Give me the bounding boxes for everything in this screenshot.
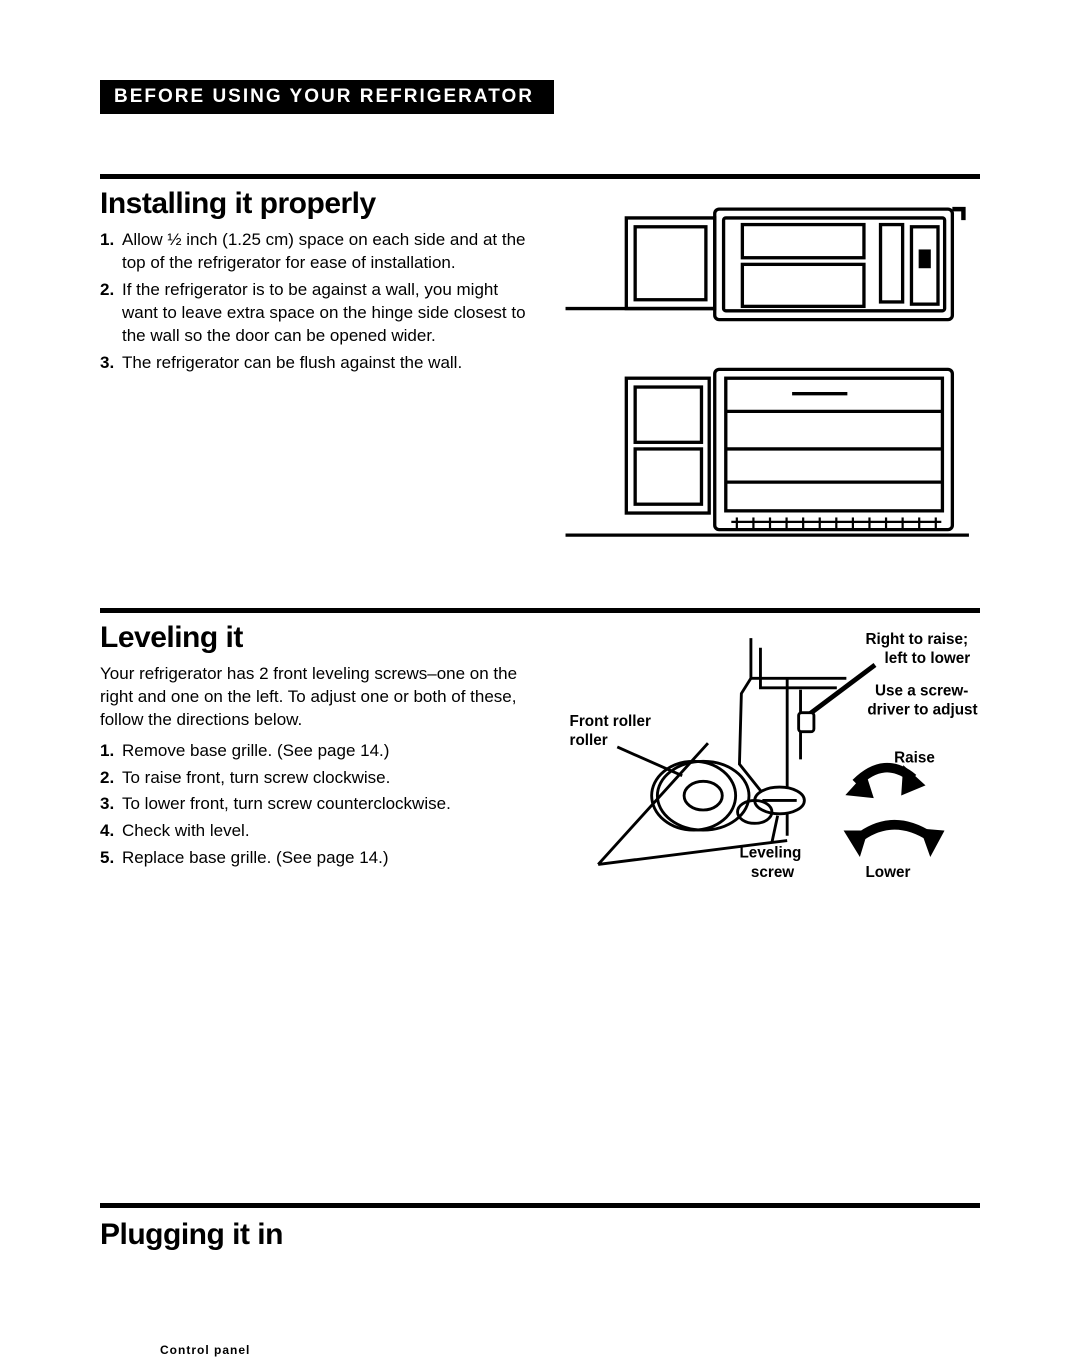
leveling-list: Remove base grille. (See page 14.) To ra…	[100, 740, 530, 871]
leveling-screw-icon: Right to raise; left to lower Use a scre…	[560, 621, 980, 898]
list-item: Check with level.	[100, 820, 530, 843]
svg-text:Right to raise;: Right to raise;	[865, 631, 968, 648]
svg-text:Leveling: Leveling	[739, 845, 801, 862]
list-item: Remove base grille. (See page 14.)	[100, 740, 530, 763]
svg-text:screw: screw	[751, 864, 794, 881]
plugging-title: Plugging it in	[100, 1218, 980, 1252]
refrigerator-top-view-icon	[560, 187, 980, 563]
svg-text:Lower: Lower	[865, 864, 910, 881]
section-banner: BEFORE USING YOUR REFRIGERATOR	[100, 80, 554, 114]
leveling-intro: Your refrigerator has 2 front leveling s…	[100, 663, 530, 732]
installing-title: Installing it properly	[100, 187, 530, 221]
list-item: If the refrigerator is to be against a w…	[100, 279, 530, 348]
svg-text:roller: roller	[570, 732, 608, 749]
leveling-title: Leveling it	[100, 621, 530, 655]
svg-text:Raise: Raise	[894, 749, 935, 766]
installing-text-column: Installing it properly Allow ½ inch (1.2…	[100, 187, 530, 568]
list-item: The refrigerator can be flush against th…	[100, 352, 530, 375]
list-item: To lower front, turn screw counterclockw…	[100, 793, 530, 816]
plugging-section: Plugging it in	[100, 1203, 980, 1252]
svg-text:left to lower: left to lower	[885, 650, 971, 667]
svg-text:Use a screw-: Use a screw-	[875, 682, 968, 699]
footer-control-panel-label: Control panel	[160, 1343, 250, 1357]
list-item: Allow ½ inch (1.25 cm) space on each sid…	[100, 229, 530, 275]
list-item: To raise front, turn screw clockwise.	[100, 767, 530, 790]
leveling-diagram: Right to raise; left to lower Use a scre…	[560, 621, 980, 903]
leveling-text-column: Leveling it Your refrigerator has 2 fron…	[100, 621, 530, 903]
installing-diagram	[560, 187, 980, 568]
installing-section: Installing it properly Allow ½ inch (1.2…	[100, 174, 980, 568]
installing-list: Allow ½ inch (1.25 cm) space on each sid…	[100, 229, 530, 375]
leveling-section: Leveling it Your refrigerator has 2 fron…	[100, 608, 980, 903]
list-item: Replace base grille. (See page 14.)	[100, 847, 530, 870]
svg-text:driver to adjust: driver to adjust	[867, 701, 977, 718]
svg-text:Front roller: Front roller	[570, 713, 651, 730]
